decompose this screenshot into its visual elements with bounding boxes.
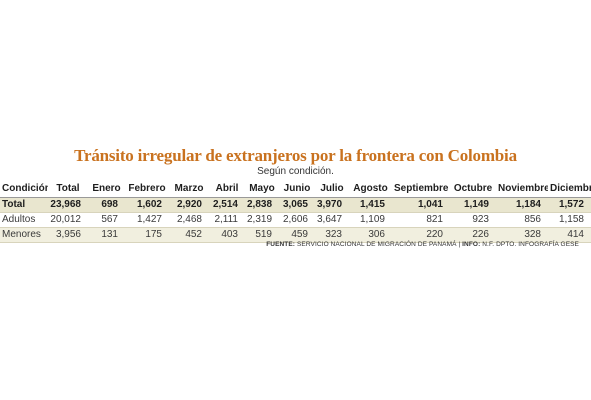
table-cell: 323 — [315, 227, 349, 243]
table-cell: 2,468 — [169, 212, 209, 228]
column-header: Octubre — [450, 181, 496, 198]
table-cell: 459 — [279, 227, 315, 243]
source-label: FUENTE: — [266, 241, 296, 248]
table-cell: 414 — [548, 227, 591, 243]
table-cell: 175 — [125, 227, 169, 243]
table-cell: 856 — [496, 212, 548, 228]
table-cell: 567 — [88, 212, 125, 228]
column-header: Febrero — [125, 181, 169, 198]
column-header: Total — [48, 181, 88, 198]
column-header: Marzo — [169, 181, 209, 198]
table-cell: 698 — [88, 197, 125, 213]
source-text: SERVICIO NACIONAL DE MIGRACIÓN DE PANAMÁ — [296, 241, 457, 248]
table-cell: 23,968 — [48, 197, 88, 213]
table-cell: 3,065 — [279, 197, 315, 213]
table-cell: 3,647 — [315, 212, 349, 228]
table-cell: 2,920 — [169, 197, 209, 213]
table-cell: 1,149 — [450, 197, 496, 213]
source-credit: FUENTE: SERVICIO NACIONAL DE MIGRACIÓN D… — [266, 241, 579, 248]
table-cell: 452 — [169, 227, 209, 243]
table-row-menores: Menores 3,956 131 175 452 403 519 459 32… — [0, 227, 591, 243]
table-cell: 3,970 — [315, 197, 349, 213]
column-header: Condición — [0, 181, 48, 198]
row-label: Total — [0, 197, 48, 213]
column-header: Septiembre — [392, 181, 450, 198]
table-cell: 1,184 — [496, 197, 548, 213]
table-subtitle: Según condición. — [257, 166, 334, 177]
table-cell: 328 — [496, 227, 548, 243]
table-cell: 226 — [450, 227, 496, 243]
info-text: N.F. DPTO. INFOGRAFÍA GESE — [482, 241, 579, 248]
row-label: Menores — [0, 227, 48, 243]
row-label: Adultos — [0, 212, 48, 228]
table-cell: 2,514 — [209, 197, 245, 213]
table-cell: 1,427 — [125, 212, 169, 228]
table-cell: 923 — [450, 212, 496, 228]
column-header: Junio — [279, 181, 315, 198]
column-header: Enero — [88, 181, 125, 198]
column-header: Noviembre — [496, 181, 548, 198]
table-cell: 220 — [392, 227, 450, 243]
table-cell: 1,158 — [548, 212, 591, 228]
column-header: Agosto — [349, 181, 392, 198]
source-separator: | — [458, 241, 461, 248]
table-cell: 1,109 — [349, 212, 392, 228]
table-cell: 3,956 — [48, 227, 88, 243]
column-header: Abril — [209, 181, 245, 198]
table-cell: 131 — [88, 227, 125, 243]
header-row: Condición Total Enero Febrero Marzo Abri… — [0, 181, 591, 198]
info-label: INFO: — [462, 241, 481, 248]
table-cell: 403 — [209, 227, 245, 243]
data-table: Condición Total Enero Febrero Marzo Abri… — [0, 181, 591, 243]
table-title: Tránsito irregular de extranjeros por la… — [74, 146, 517, 165]
column-header: Julio — [315, 181, 349, 198]
table-cell: 2,606 — [279, 212, 315, 228]
table-cell: 2,319 — [245, 212, 279, 228]
table-cell: 306 — [349, 227, 392, 243]
table-cell: 1,415 — [349, 197, 392, 213]
table-cell: 2,838 — [245, 197, 279, 213]
table-cell: 20,012 — [48, 212, 88, 228]
table-row-adultos: Adultos 20,012 567 1,427 2,468 2,111 2,3… — [0, 212, 591, 228]
table-row-total: Total 23,968 698 1,602 2,920 2,514 2,838… — [0, 197, 591, 213]
table-cell: 519 — [245, 227, 279, 243]
column-header: Diciembre — [548, 181, 591, 198]
table-cell: 2,111 — [209, 212, 245, 228]
table-cell: 821 — [392, 212, 450, 228]
table-cell: 1,572 — [548, 197, 591, 213]
column-header: Mayo — [245, 181, 279, 198]
table-cell: 1,602 — [125, 197, 169, 213]
table-cell: 1,041 — [392, 197, 450, 213]
